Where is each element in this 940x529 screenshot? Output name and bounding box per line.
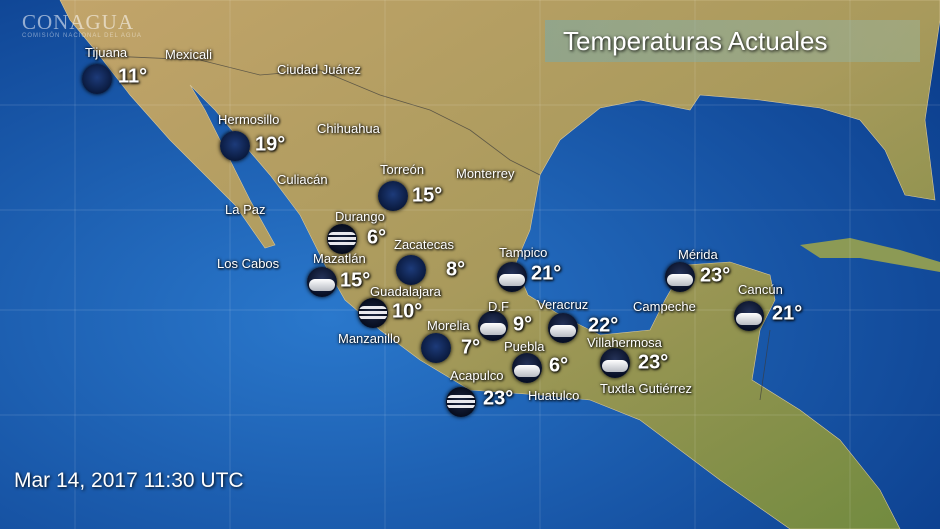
night-cloudy-icon — [600, 348, 630, 378]
night-clear-icon — [82, 64, 112, 94]
conagua-logo-subtitle: COMISIÓN NACIONAL DEL AGUA — [22, 33, 142, 39]
timestamp: Mar 14, 2017 11:30 UTC — [14, 469, 244, 492]
night-clear-icon — [396, 255, 426, 285]
station-name: Mazatlán — [313, 251, 366, 266]
fog-icon — [327, 224, 357, 254]
station-name: Veracruz — [537, 297, 589, 312]
city-label: Mexicali — [165, 47, 212, 62]
city-label: Los Cabos — [217, 256, 280, 271]
station-name: Acapulco — [450, 368, 504, 383]
station-temperature: 6° — [367, 226, 387, 249]
city-label: Chihuahua — [317, 121, 380, 136]
station-temperature: 23° — [638, 351, 669, 374]
station-temperature: 15° — [412, 184, 443, 207]
fog-icon — [446, 387, 476, 417]
city-label: La Paz — [225, 202, 266, 217]
station-temperature: 22° — [588, 314, 619, 337]
cuba — [800, 238, 940, 272]
night-clear-icon — [220, 131, 250, 161]
station-name: Zacatecas — [394, 237, 454, 252]
station-temperature: 11° — [118, 65, 148, 88]
night-cloudy-icon — [497, 262, 527, 292]
fog-icon — [358, 298, 388, 328]
night-cloudy-icon — [512, 353, 542, 383]
station-name: Cancún — [738, 282, 783, 297]
station-name: Guadalajara — [370, 284, 441, 299]
station-temperature: 9° — [513, 313, 533, 336]
city-label: Campeche — [633, 299, 696, 314]
station-temperature: 23° — [700, 264, 731, 287]
city-label: Monterrey — [456, 166, 515, 181]
station-temperature: 23° — [483, 387, 514, 410]
station-name: Torreón — [380, 162, 425, 177]
city-label: Manzanillo — [338, 331, 401, 346]
city-label: Ciudad Juárez — [277, 62, 361, 77]
night-cloudy-icon — [665, 262, 695, 292]
station-name: Hermosillo — [218, 112, 280, 127]
city-label: Huatulco — [528, 388, 580, 403]
station-name: Villahermosa — [587, 335, 662, 350]
station-name: Puebla — [504, 339, 545, 354]
station-temperature: 8° — [446, 258, 466, 281]
station-temperature: 6° — [549, 354, 569, 377]
station-temperature: 10° — [392, 300, 423, 323]
station-temperature: 21° — [531, 262, 562, 285]
title-banner: Temperaturas Actuales — [545, 20, 920, 62]
station-temperature: 15° — [340, 269, 371, 292]
city-label: Culiacán — [277, 172, 328, 187]
night-clear-icon — [421, 333, 451, 363]
station-temperature: 21° — [772, 302, 803, 325]
station-name: Mérida — [678, 247, 718, 262]
night-cloudy-icon — [548, 313, 578, 343]
night-cloudy-icon — [307, 267, 337, 297]
station-temperature: 19° — [255, 133, 286, 156]
night-cloudy-icon — [478, 311, 508, 341]
station-name: Tampico — [499, 245, 548, 260]
station-temperature: 7° — [461, 336, 481, 359]
night-clear-icon — [378, 181, 408, 211]
page-title: Temperaturas Actuales — [563, 26, 828, 56]
night-cloudy-icon — [734, 301, 764, 331]
station-name: D.F — [488, 299, 509, 314]
conagua-logo: CONAGUA — [22, 10, 134, 34]
station-name: Durango — [335, 209, 385, 224]
city-label: Tuxtla Gutiérrez — [600, 381, 692, 396]
station-name: Morelia — [427, 318, 470, 333]
station-name: Tijuana — [85, 45, 128, 60]
